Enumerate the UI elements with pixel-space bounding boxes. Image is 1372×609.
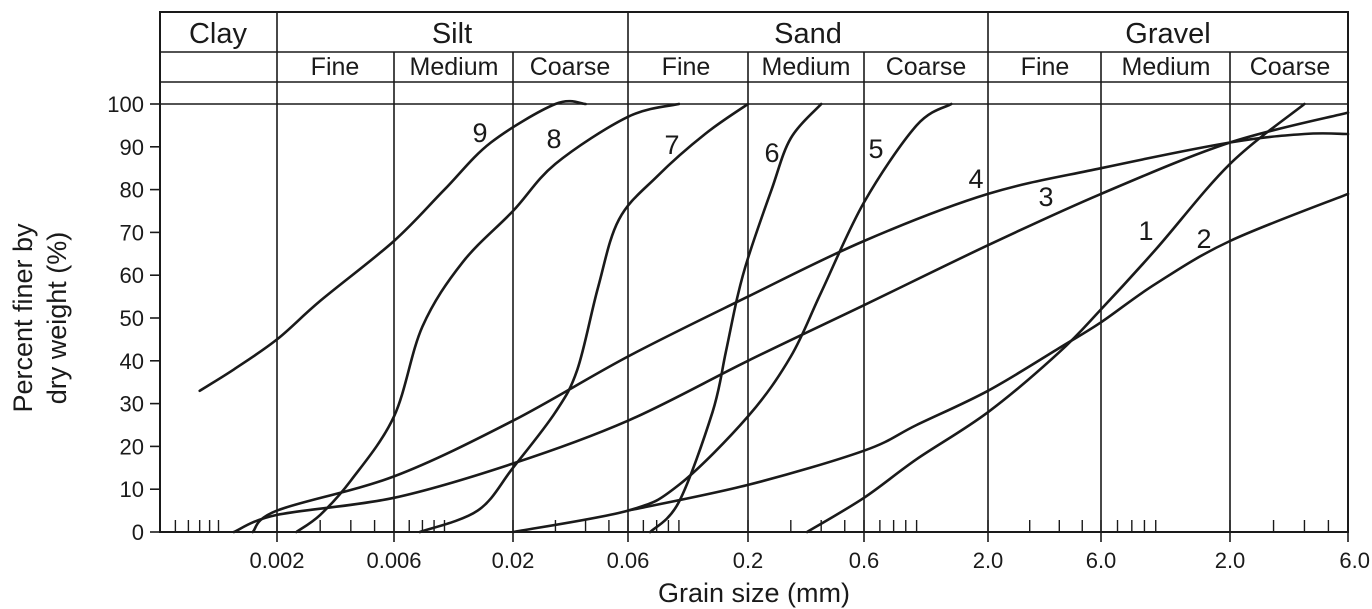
curve-4 bbox=[232, 111, 1350, 534]
y-tick-label: 20 bbox=[120, 434, 144, 459]
plot-frame bbox=[159, 11, 1349, 533]
x-axis-label: Grain size (mm) bbox=[658, 578, 850, 608]
subclass-label: Medium bbox=[762, 53, 851, 81]
x-tick-label: 2.0 bbox=[1215, 548, 1246, 573]
y-tick-label: 40 bbox=[120, 349, 144, 374]
class-label: Silt bbox=[432, 18, 472, 50]
subclass-label: Coarse bbox=[530, 53, 611, 81]
curve-label-9: 9 bbox=[472, 118, 487, 148]
curve-2 bbox=[626, 192, 1350, 512]
x-tick-label: 0.002 bbox=[249, 548, 304, 573]
curve-8 bbox=[295, 102, 681, 534]
y-tick-label: 80 bbox=[120, 178, 144, 203]
subclass-label: Medium bbox=[1122, 53, 1211, 81]
subclass-label: Fine bbox=[662, 53, 711, 81]
y-tick-label: 10 bbox=[120, 477, 144, 502]
y-tick-label: 0 bbox=[132, 520, 144, 545]
curve-6 bbox=[648, 102, 823, 534]
curve-1 bbox=[805, 102, 1306, 534]
x-tick-label: 0.06 bbox=[607, 548, 650, 573]
class-label: Gravel bbox=[1125, 18, 1210, 50]
x-tick-label: 0.2 bbox=[733, 548, 764, 573]
x-tick-label: 0.02 bbox=[492, 548, 535, 573]
class-label: Sand bbox=[774, 18, 842, 50]
y-tick-label: 70 bbox=[120, 220, 144, 245]
curve-label-7: 7 bbox=[664, 130, 679, 160]
y-axis-label-group: Percent finer by dry weight (%) bbox=[8, 223, 72, 413]
subclass-label: Fine bbox=[1021, 53, 1070, 81]
curve-5 bbox=[511, 102, 953, 534]
x-tick-label: 6.0 bbox=[1339, 548, 1370, 573]
curve-label-8: 8 bbox=[546, 124, 561, 154]
subclass-label: Coarse bbox=[1250, 53, 1331, 81]
curve-3 bbox=[251, 132, 1350, 534]
curve-label-2: 2 bbox=[1196, 224, 1211, 254]
curve-label-3: 3 bbox=[1038, 182, 1053, 212]
y-tick-label: 100 bbox=[107, 92, 144, 117]
curve-label-4: 4 bbox=[968, 164, 983, 194]
y-tick-label: 30 bbox=[120, 392, 144, 417]
curve-9 bbox=[198, 99, 587, 393]
curve-label-5: 5 bbox=[868, 134, 883, 164]
subclass-label: Fine bbox=[311, 53, 360, 81]
subclass-label: Coarse bbox=[886, 53, 967, 81]
y-axis-label: dry weight (%) bbox=[42, 232, 72, 405]
y-tick-label: 90 bbox=[120, 135, 144, 160]
x-tick-label: 0.006 bbox=[366, 548, 421, 573]
y-axis-label: Percent finer by bbox=[8, 223, 38, 413]
curve-label-1: 1 bbox=[1138, 216, 1153, 246]
curve-label-6: 6 bbox=[764, 138, 779, 168]
subclass-label: Medium bbox=[410, 53, 499, 81]
x-tick-label: 2.0 bbox=[973, 548, 1004, 573]
x-tick-label: 0.6 bbox=[849, 548, 880, 573]
x-tick-label: 6.0 bbox=[1086, 548, 1117, 573]
y-tick-label: 50 bbox=[120, 306, 144, 331]
y-tick-label: 60 bbox=[120, 263, 144, 288]
curve-7 bbox=[418, 102, 750, 534]
class-label: Clay bbox=[189, 18, 248, 50]
